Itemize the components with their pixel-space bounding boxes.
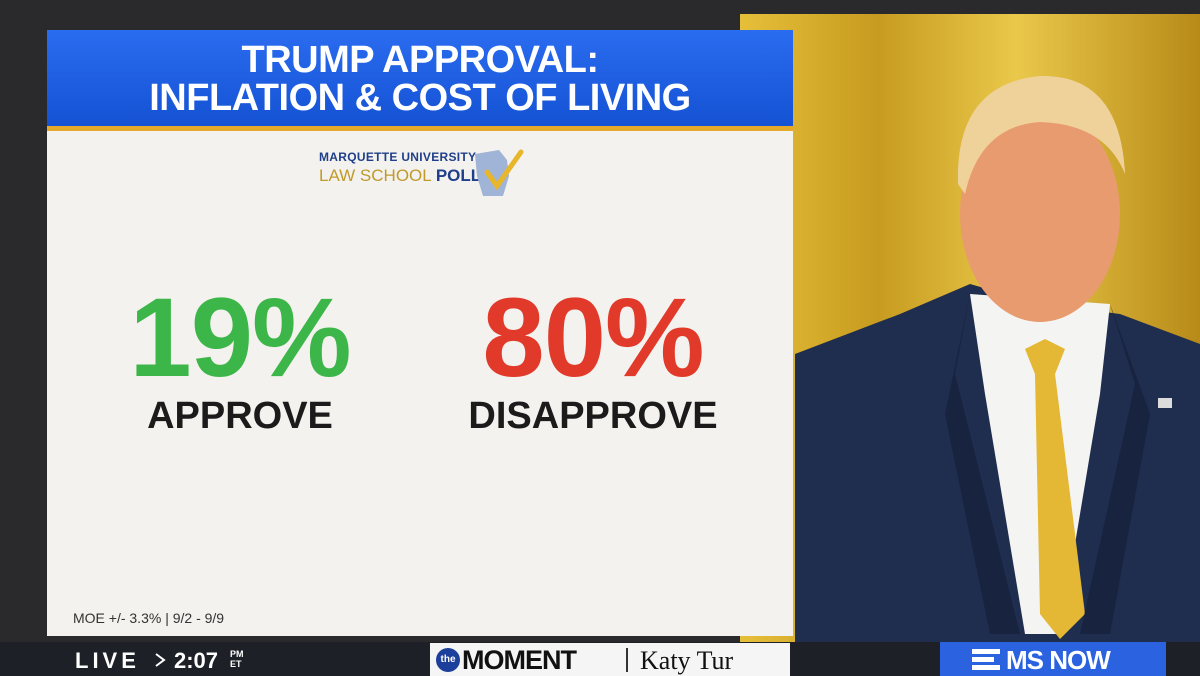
time: 2:07 xyxy=(174,648,219,673)
time-zone: PM ET xyxy=(230,649,244,669)
disapprove-value: 80% xyxy=(482,275,704,400)
approve-label: APPROVE xyxy=(147,395,333,437)
chevron xyxy=(155,653,166,667)
show-box: the MOMENT Katy Tur xyxy=(430,643,790,676)
footnote: MOE +/- 3.3% | 9/2 - 9/9 xyxy=(73,610,225,626)
network-box: MS NOW xyxy=(940,642,1166,676)
host-photo xyxy=(740,14,1200,644)
live-label: LIVE xyxy=(75,648,140,673)
divider xyxy=(47,126,793,131)
logo-text: POLL xyxy=(435,166,482,185)
network-name: MS NOW xyxy=(1006,645,1111,675)
zone: ET xyxy=(230,659,242,669)
show-name: MOMENT xyxy=(462,645,577,675)
poll-graphic: TRUMP APPROVAL: INFLATION & COST OF LIVI… xyxy=(47,30,793,636)
approve-value: 19% xyxy=(129,275,351,400)
logo-text: LAW SCHOOL xyxy=(319,166,432,185)
logo-text: MARQUETTE UNIVERSITY xyxy=(319,150,477,164)
logo-text: LAW SCHOOL POLL xyxy=(319,166,481,186)
disapprove-label: DISAPPROVE xyxy=(468,395,718,437)
title-line: TRUMP APPROVAL: xyxy=(241,39,599,81)
title: TRUMP APPROVAL: INFLATION & COST OF LIVI… xyxy=(47,30,793,126)
ticker: LIVE 2:07 PM ET the MOMENT Katy Tur MS N… xyxy=(0,642,1200,676)
logo-icon xyxy=(475,149,524,196)
title-line: INFLATION & COST OF LIVING xyxy=(149,77,691,119)
separator xyxy=(626,648,628,672)
network-icon xyxy=(972,649,1000,670)
host-name: Katy Tur xyxy=(640,646,734,675)
ampm: PM xyxy=(230,649,244,659)
poll-logo: MARQUETTE UNIVERSITY LAW SCHOOL POLL xyxy=(319,146,539,200)
show-prefix: the xyxy=(436,648,460,672)
